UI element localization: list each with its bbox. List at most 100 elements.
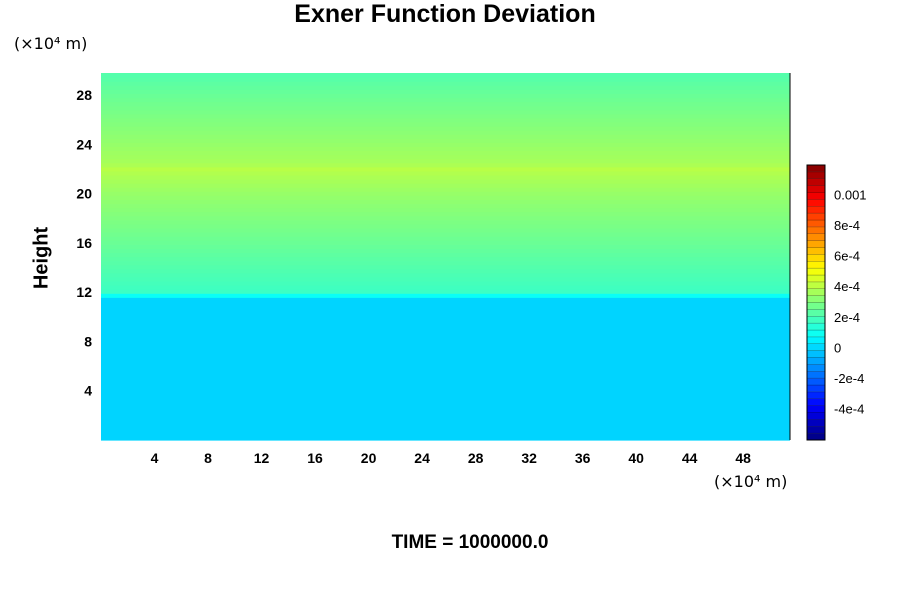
contour-band [101,93,790,99]
x-tick-label: 40 [628,450,644,466]
contour-band [101,77,790,82]
x-tick-label: 8 [204,450,212,466]
colorbar-segment [806,240,826,248]
contour-band [101,321,790,327]
colorbar-tick-label: -4e-4 [834,401,864,416]
contour-band [101,162,790,168]
contour-band [101,391,790,396]
contour-band [101,252,790,258]
x-tick-label: 28 [468,450,484,466]
contour-band [101,256,790,262]
y-tick-label: 4 [84,383,92,399]
x-tick-label: 20 [361,450,377,466]
chart-title: Exner Function Deviation [294,0,596,28]
contour-band [101,85,790,90]
colorbar-segment [806,309,826,317]
contour-band [101,174,790,180]
contour-band [101,240,790,245]
colorbar-segment [806,267,826,276]
contour-band [101,101,790,107]
contour-band [101,232,790,237]
contour-band [101,333,790,339]
contour-band [101,146,790,152]
contour-band [101,297,790,302]
contour-band [101,158,790,164]
contour-band [101,338,790,343]
contour-band [101,403,790,408]
contour-band [101,378,790,384]
contour-band [101,374,790,380]
contour-band [101,113,790,119]
contour-band [101,117,790,123]
contour-band [101,154,790,160]
y-tick-label: 8 [84,333,92,349]
colorbar-segment [806,316,826,324]
colorbar-segment [806,426,826,434]
contour-band [101,386,790,392]
contour-band [101,89,790,94]
colorbar-tick-label: 0 [834,340,841,355]
contour-band [101,248,790,254]
contour-band [101,285,790,290]
contour-band [101,134,790,139]
colorbar-segment [806,391,826,399]
contour-band [101,211,790,217]
contour-band [101,170,790,176]
colorbar-segment [806,405,826,413]
contour-band [101,260,790,266]
colorbar-segment [806,357,826,365]
y-tick-label: 20 [76,186,92,202]
contour-band [101,407,790,413]
contour-band [101,329,790,335]
contour-band [101,138,790,143]
colorbar-segment [806,377,826,386]
colorbar-tick-label: 0.001 [834,188,867,203]
contour-band [101,81,790,86]
contour-band [101,305,790,311]
colorbar-segment [806,185,826,193]
contour-band [101,264,790,270]
contour-band [101,215,790,221]
y-tick-label: 24 [76,136,92,152]
colorbar-segment [806,412,826,420]
contour-band [101,236,790,241]
contour-band [101,191,790,196]
colorbar-segment [806,419,826,427]
colorbar-segment [806,350,826,358]
y-tick-label: 28 [76,87,92,103]
colorbar: 0.001 8e-4 6e-4 4e-4 2e-4 0 -2e-4 -4e-4 [806,164,867,441]
contour-band [101,354,790,360]
colorbar-tick-label: 4e-4 [834,279,860,294]
x-axis-ticks: 4 8 12 16 20 24 28 32 36 40 44 48 [151,450,752,466]
contour-band [101,187,790,192]
colorbar-segment [806,261,826,269]
contour-band [101,346,790,351]
contour-band [101,203,790,209]
colorbar-segment [806,212,826,221]
contour-band [101,395,790,400]
contour-band [101,183,790,188]
contour-band [101,419,790,425]
contour-band [101,219,790,225]
contour-band [101,366,790,372]
contour-band [101,150,790,156]
contour-band [101,199,790,205]
contour-band [101,166,790,172]
contour-band [101,309,790,315]
colorbar-frame [806,164,826,441]
colorbar-tick-label: 8e-4 [834,218,860,233]
colorbar-segment [806,302,826,310]
contour-band [101,427,790,433]
contour-band [101,382,790,388]
contour-band [101,121,790,127]
contour-band [101,289,790,294]
colorbar-segment [806,178,826,186]
x-tick-label: 4 [151,450,159,466]
contour-band [101,276,790,282]
colorbar-segment [806,343,826,351]
contour-field [101,73,790,441]
colorbar-segment [806,336,826,344]
colorbar-segment [806,206,826,214]
contour-band [101,268,790,274]
